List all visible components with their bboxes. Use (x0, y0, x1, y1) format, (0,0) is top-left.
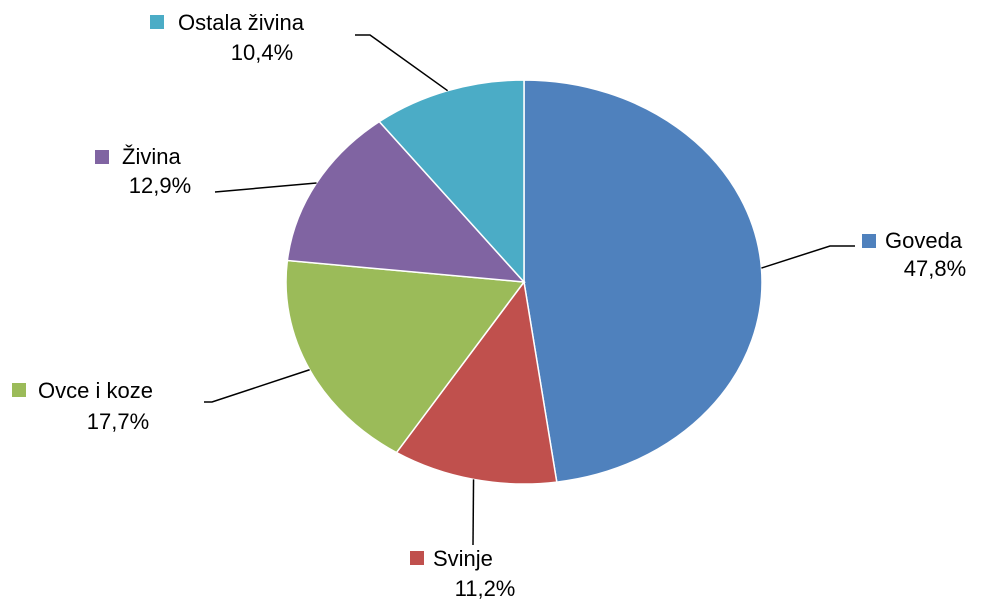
leader-line (472, 479, 475, 546)
leader-line (761, 245, 855, 269)
value-label: 17,7% (87, 409, 149, 434)
legend-swatch (410, 551, 424, 565)
legend-swatch (150, 15, 164, 29)
value-label: 12,9% (129, 173, 191, 198)
leader-line (204, 369, 310, 403)
pie-slice (395, 280, 558, 485)
legend-swatch (12, 383, 26, 397)
legend-swatch (862, 234, 876, 248)
value-label: 11,2% (455, 576, 516, 601)
leader-line (214, 182, 317, 193)
slice-label: Živina (122, 144, 181, 169)
pie-slice (523, 79, 763, 483)
pie-slice (285, 259, 526, 454)
value-label: 47,8% (904, 256, 966, 281)
slice-label: Ostala živina (178, 10, 305, 35)
pie-slice (378, 79, 525, 284)
value-label: 10,4% (231, 40, 293, 65)
slice-label: Svinje (433, 546, 493, 571)
slice-label: Goveda (885, 228, 963, 253)
leader-line (355, 34, 449, 92)
legend-swatch (95, 150, 109, 164)
slice-label: Ovce i koze (38, 378, 153, 403)
